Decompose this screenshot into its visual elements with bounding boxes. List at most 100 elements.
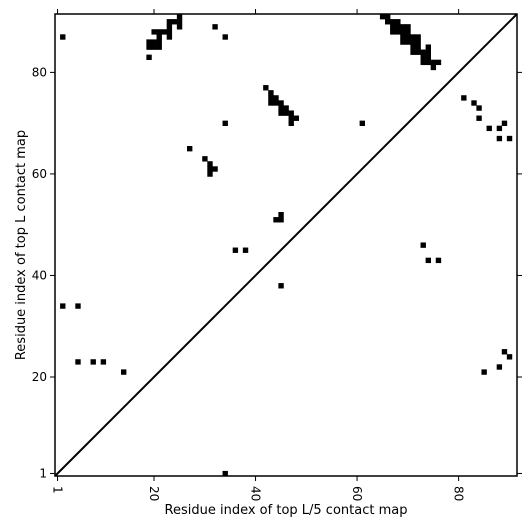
x-tick-label: 20 xyxy=(147,486,161,501)
contact-cell-top-l xyxy=(268,95,274,101)
contact-cell-top-l xyxy=(435,59,442,66)
contact-cell-top-l xyxy=(156,29,162,35)
contact-cells xyxy=(60,14,513,477)
x-tick-label: 1 xyxy=(51,486,65,494)
contact-cell-top-l xyxy=(273,95,279,101)
contact-cell-top-l xyxy=(410,49,416,55)
contact-cell-top-l xyxy=(410,44,416,50)
contact-cell-top-l xyxy=(60,34,66,40)
contact-cell-top-l5 xyxy=(278,212,284,218)
contact-cell-top-l5 xyxy=(278,217,284,223)
contact-cell-top-l5 xyxy=(471,100,477,106)
contact-cell-top-l5 xyxy=(476,115,482,121)
contact-cell-top-l xyxy=(176,19,183,25)
contact-cell-top-l5 xyxy=(506,135,513,142)
contact-cell-top-l5 xyxy=(435,257,442,264)
contact-cell-top-l xyxy=(268,100,274,106)
contact-cell-top-l xyxy=(166,24,173,30)
y-tick-label: 20 xyxy=(32,370,47,384)
contact-cell-top-l xyxy=(415,44,421,50)
contact-cell-top-l xyxy=(278,100,284,106)
contact-cell-top-l xyxy=(187,146,193,152)
contact-cell-top-l xyxy=(400,29,406,35)
contact-cell-top-l5 xyxy=(425,257,431,264)
y-axis-label: Residue index of top L contact map xyxy=(14,130,29,360)
contact-cell-top-l xyxy=(273,100,279,106)
contact-cell-top-l xyxy=(415,49,421,55)
y-tick-label: 80 xyxy=(32,65,47,79)
contact-cell-top-l xyxy=(207,171,213,177)
contact-cell-top-l5 xyxy=(90,359,96,365)
y-tick-label: 1 xyxy=(39,466,47,480)
y-axis-ticks: 1 20 40 60 80 xyxy=(32,65,522,480)
contact-cell-top-l xyxy=(288,120,294,126)
contact-cell-top-l xyxy=(405,24,411,30)
contact-cell-top-l xyxy=(278,105,284,111)
contact-cell-top-l xyxy=(283,110,289,116)
contact-cell-top-l xyxy=(212,24,218,30)
contact-cell-top-l xyxy=(146,54,152,60)
diagonal-line xyxy=(54,13,518,477)
contact-cell-top-l xyxy=(278,110,284,116)
contact-cell-top-l xyxy=(359,120,365,126)
contact-cell-top-l xyxy=(212,166,218,172)
contact-cell-top-l xyxy=(156,34,162,40)
contact-cell-top-l5 xyxy=(273,217,279,223)
contact-cell-top-l5 xyxy=(501,120,508,126)
y-tick-label: 40 xyxy=(32,268,47,282)
contact-cell-top-l xyxy=(151,29,157,35)
contact-cell-top-l xyxy=(293,115,299,121)
contact-cell-top-l xyxy=(166,19,173,25)
contact-cell-top-l xyxy=(222,120,228,126)
contact-cell-top-l xyxy=(390,24,396,30)
contact-cell-top-l xyxy=(156,39,162,45)
contact-cell-top-l5 xyxy=(121,369,127,375)
x-tick-label: 80 xyxy=(452,486,466,501)
contact-cell-top-l xyxy=(151,39,157,45)
contact-cell-top-l5 xyxy=(476,105,482,111)
contact-cell-top-l xyxy=(161,29,167,35)
x-tick-label: 60 xyxy=(350,486,364,501)
contact-cell-top-l xyxy=(420,49,426,55)
contact-cell-top-l5 xyxy=(420,242,426,248)
contact-cell-top-l xyxy=(156,44,162,50)
contact-cell-top-l xyxy=(222,34,228,40)
contact-cell-top-l xyxy=(146,44,152,50)
contact-cell-top-l xyxy=(385,14,391,20)
contact-cell-top-l5 xyxy=(506,354,513,360)
contact-cell-top-l5 xyxy=(75,303,81,309)
contact-cell-top-l xyxy=(420,54,426,60)
contact-cell-top-l xyxy=(425,49,431,55)
contact-cell-top-l xyxy=(430,59,437,66)
contact-cell-top-l xyxy=(400,24,406,30)
contact-cell-top-l xyxy=(379,14,386,20)
contact-cell-top-l xyxy=(415,39,421,45)
contact-cell-top-l5 xyxy=(278,283,284,289)
contact-cell-top-l xyxy=(268,90,274,96)
contact-cell-top-l xyxy=(207,161,213,167)
contact-cell-top-l xyxy=(385,19,391,25)
contact-cell-top-l5 xyxy=(232,247,239,253)
contact-cell-top-l xyxy=(425,44,431,50)
contact-cell-top-l xyxy=(395,29,401,35)
contact-cell-top-l xyxy=(390,29,396,35)
plot-frame xyxy=(54,13,518,477)
contact-cell-top-l5 xyxy=(496,125,503,132)
contact-cell-top-l5 xyxy=(496,135,503,142)
contact-cell-top-l5 xyxy=(222,470,228,477)
x-tick-label: 40 xyxy=(249,486,263,501)
contact-cell-top-l xyxy=(425,54,431,60)
contact-cell-top-l5 xyxy=(75,359,81,365)
contact-cell-top-l xyxy=(176,24,183,30)
contact-cell-top-l5 xyxy=(242,247,249,253)
contact-cell-top-l xyxy=(405,29,411,35)
contact-cell-top-l5 xyxy=(501,349,508,355)
contact-cell-top-l xyxy=(425,59,431,66)
contact-cell-top-l xyxy=(390,19,396,25)
x-axis-label: Residue index of top L/5 contact map xyxy=(165,503,408,518)
contact-cell-top-l5 xyxy=(481,369,487,375)
contact-cell-top-l xyxy=(283,105,289,111)
contact-cell-top-l xyxy=(400,39,406,45)
contact-cell-top-l xyxy=(166,34,173,40)
